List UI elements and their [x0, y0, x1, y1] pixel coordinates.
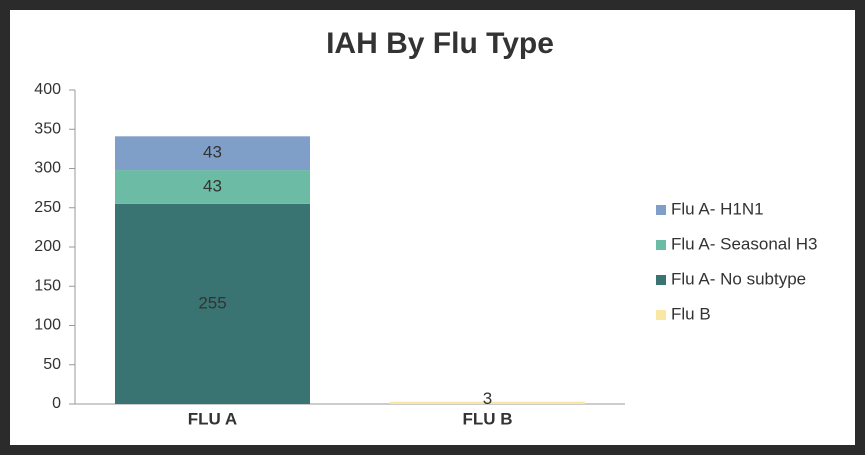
- legend-label: Flu A- Seasonal H3: [671, 234, 817, 253]
- legend-swatch: [656, 205, 666, 215]
- data-label: 43: [203, 143, 222, 162]
- y-tick-label: 300: [34, 160, 61, 177]
- legend-label: Flu A- No subtype: [671, 269, 806, 288]
- bar-segment: [390, 401, 585, 404]
- chart-title: IAH By Flu Type: [326, 27, 554, 60]
- legend-swatch: [656, 240, 666, 250]
- x-tick-label: FLU B: [462, 409, 512, 428]
- y-tick-label: 0: [52, 395, 61, 412]
- y-tick-label: 100: [34, 317, 61, 334]
- legend-swatch: [656, 275, 666, 285]
- bar-segment: [115, 136, 310, 171]
- data-label: 43: [203, 176, 222, 195]
- legend-label: Flu A- H1N1: [671, 199, 764, 218]
- y-tick-label: 150: [34, 277, 61, 294]
- y-tick-label: 400: [34, 81, 61, 98]
- y-tick-label: 200: [34, 238, 61, 255]
- bar-segment: [115, 203, 310, 404]
- y-tick-label: 50: [43, 356, 61, 373]
- data-label: 255: [198, 293, 226, 312]
- x-tick-label: FLU A: [188, 409, 237, 428]
- y-tick-label: 350: [34, 120, 61, 137]
- legend-swatch: [656, 310, 666, 320]
- data-label: 3: [483, 389, 492, 408]
- bar-segment: [115, 170, 310, 204]
- legend-label: Flu B: [671, 304, 711, 323]
- y-tick-label: 250: [34, 199, 61, 216]
